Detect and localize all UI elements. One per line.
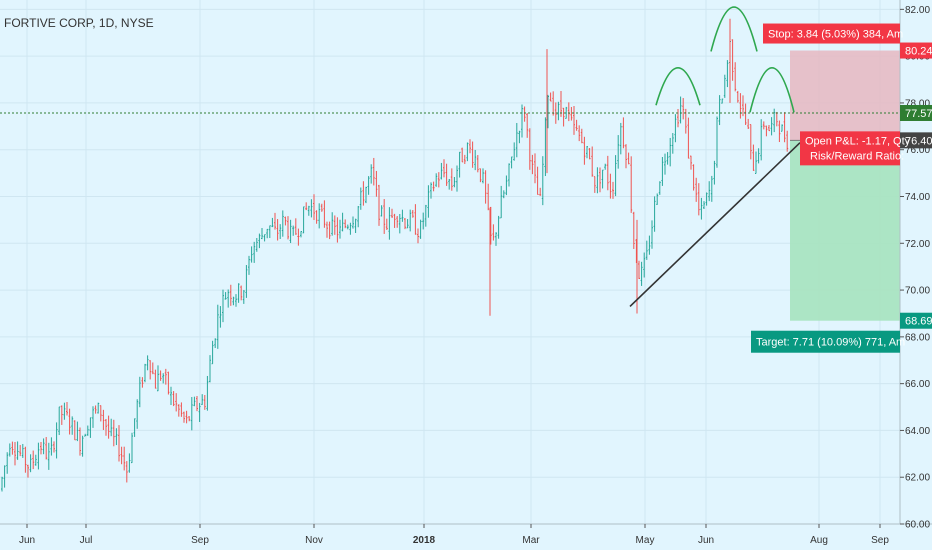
time-tick-label: Jul [80,535,93,546]
time-axis[interactable] [0,524,932,550]
shoulder-arc[interactable] [655,67,701,106]
shoulder-arc[interactable] [749,67,795,113]
target-zone[interactable] [790,140,900,321]
time-tick-label: Jun [19,535,35,546]
price-tick-label: 74.00 [905,192,930,203]
time-tick-label: 2018 [413,535,436,546]
time-tick-label: Sep [191,535,209,546]
price-tag [900,312,932,329]
drawings[interactable] [0,6,900,308]
price-tag [900,104,932,121]
pnl-label: Open P&L: -1.17, Qty [805,135,911,147]
target-label-box[interactable] [751,330,900,353]
price-tick-label: 72.00 [905,239,930,250]
position-zones[interactable] [790,50,900,321]
trendline[interactable] [629,142,801,308]
price-tag [900,132,932,149]
price-tag-label: 77.57 [905,108,932,120]
price-tag-label: 68.69 [905,316,932,328]
candles [1,18,789,492]
price-tag-label: 80.24 [905,46,932,58]
pnl-label-box[interactable] [800,131,900,166]
time-tick-label: May [636,535,655,546]
labels: 82.0080.0078.0076.0074.0072.0070.0068.00… [19,5,932,546]
time-tick-label: Mar [522,535,540,546]
price-tick-label: 82.00 [905,5,930,16]
price-tick-label: 64.00 [905,426,930,437]
stop-label: Stop: 3.84 (5.03%) 384, Am [768,29,903,41]
price-tag-label: 76.40 [905,135,932,147]
time-tick-label: Nov [305,535,323,546]
stop-zone[interactable] [790,50,900,141]
head-arc[interactable] [710,6,758,52]
price-tick-label: 70.00 [905,286,930,297]
price-tick-label: 68.00 [905,332,930,343]
price-tag [900,42,932,59]
time-tick-label: Sep [871,535,889,546]
grid [0,0,900,525]
price-tick-label: 66.00 [905,379,930,390]
price-tick-label: 78.00 [905,98,930,109]
risk-reward-label: Risk/Reward Ratio: [810,150,904,162]
chart-title: FORTIVE CORP, 1D, NYSE [4,16,154,30]
price-tick-label: 60.00 [905,520,930,531]
price-tick-label: 62.00 [905,473,930,484]
price-tick-label: 76.00 [905,145,930,156]
price-axis[interactable] [900,0,932,524]
target-label: Target: 7.71 (10.09%) 771, Am [756,337,905,349]
stop-label-box[interactable] [763,23,900,44]
time-tick-label: Aug [810,535,828,546]
time-tick-label: Jun [698,535,714,546]
